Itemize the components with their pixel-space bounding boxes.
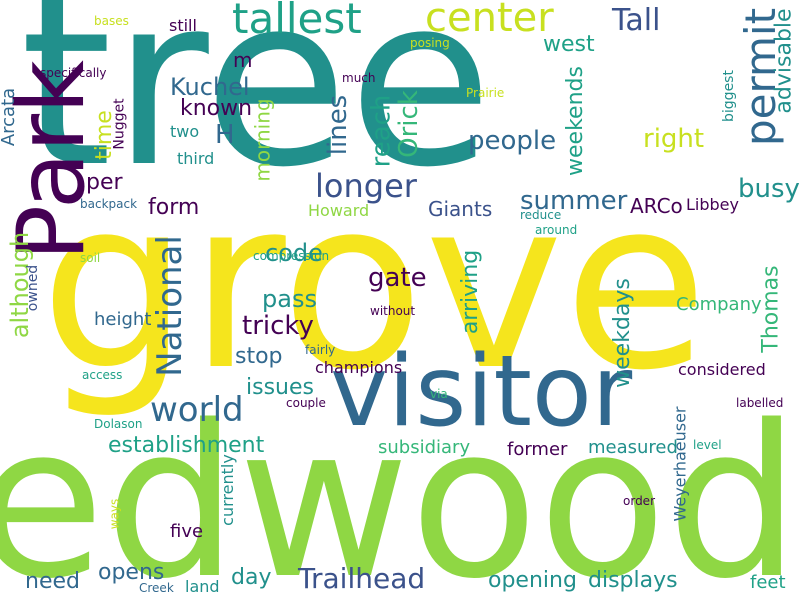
word-former: former [507,439,568,460]
word-access: access [82,368,123,382]
word-howard: Howard [308,201,370,220]
word-establishment: establishment [108,433,265,458]
word-displays: displays [588,568,678,593]
word-day: day [231,565,272,590]
word-lines: lines [323,94,354,156]
word-west: west [543,32,595,57]
word-order: order [623,494,655,508]
word-fairly: fairly [305,343,336,357]
word-code: code [265,239,323,267]
word-third: third [177,149,215,168]
word-visitor: visitor [330,335,633,449]
word-orick: Orick [393,90,424,158]
word-stop: stop [235,344,283,369]
word-nugget: Nugget [111,97,128,150]
word-currently: currently [217,454,237,526]
word-summer: summer [520,186,628,216]
word-champions: champions [315,358,403,377]
word-h: H [215,120,235,150]
word-via: via [430,387,448,401]
word-height: height [94,309,152,330]
word-level: level [693,438,722,452]
word-arco: ARCo [630,194,683,218]
word-longer: longer [315,167,417,205]
word-busy: busy [738,174,800,204]
word-creek: Creek [139,581,174,595]
word-right: right [643,124,705,154]
word-weekdays: weekdays [609,278,635,388]
word-posing: posing [410,36,450,50]
word-people: people [468,126,557,156]
word-national: National [149,235,190,377]
word-world: world [150,390,244,430]
word-grove: grove [40,149,709,422]
word-weyerhaeuser: Weyerhaeuser [670,405,690,522]
word-two: two [170,122,200,141]
word-redwood: Redwood [0,380,800,600]
word-opening: opening [488,568,577,593]
word-pass: pass [262,285,317,313]
word-around: around [535,223,578,237]
word-company: Company [676,294,762,315]
word-reduce: reduce [520,208,562,222]
word-form: form [148,195,200,220]
word-couple: couple [286,396,326,410]
word-per: per [86,170,123,195]
word-labelled: labelled [736,396,784,410]
word-tricky: tricky [242,311,314,341]
word-dolason: Dolason [94,417,143,431]
word-morning: morning [250,97,275,182]
word-bases: bases [94,14,129,28]
word-opens: opens [98,560,165,585]
word-tallest: tallest [232,0,362,43]
word-arcata: Arcata [0,87,20,147]
word-owned: owned [25,264,42,312]
word-reach: reach [365,94,396,167]
word-specifically: specifically [40,66,107,80]
word-five: five [170,521,204,542]
word-measured: measured [588,437,678,458]
word-trailhead: Trailhead [298,562,426,595]
word-soil: soil [80,251,101,265]
word-known: known [180,96,253,121]
word-ways: ways [106,498,121,529]
word-kuchel: Kuchel [170,73,250,101]
word-giants: Giants [428,197,493,221]
word-biggest: biggest [720,70,737,122]
word-center: center [425,0,554,41]
word-libbey: Libbey [686,195,739,214]
word-need: need [25,569,80,594]
word-issues: issues [246,375,314,400]
word-feet: feet [750,572,786,593]
word-gate: gate [368,263,427,293]
word-tall: Tall [612,3,661,38]
word-without: without [370,304,416,318]
word-thomas: Thomas [758,264,784,353]
word-weekends: weekends [562,66,588,176]
word-much: much [342,71,376,85]
word-land: land [185,577,220,596]
word-subsidiary: subsidiary [378,437,471,458]
word-advisable: advisable [771,7,797,114]
word-m: m [233,48,253,72]
word-considered: considered [678,360,766,379]
word-compression: compression [253,249,330,263]
word-tree: tree [20,0,493,219]
word-backpack: backpack [80,197,138,211]
word-arriving: arriving [458,249,484,335]
word-prairie: Prairie [466,86,505,100]
word-still: still [169,16,197,35]
